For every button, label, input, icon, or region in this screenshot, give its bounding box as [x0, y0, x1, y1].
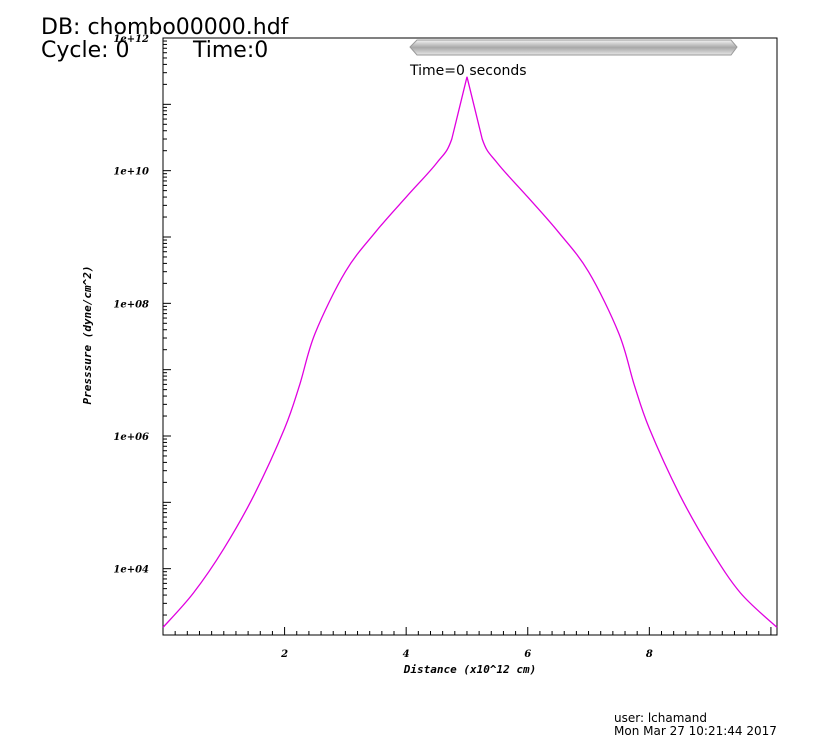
y-tick-label: 1e+10: [113, 167, 149, 178]
time-slider[interactable]: [409, 39, 738, 56]
y-tick-label: 1e+06: [113, 432, 149, 443]
x-tick-label: 8: [646, 649, 653, 660]
x-tick-label: 2: [280, 649, 288, 660]
y-axis-title: Presssure (dyne/cm^2): [81, 265, 94, 404]
user-label: user: lchamand: [614, 711, 707, 725]
time-label: Time:0: [193, 38, 269, 63]
x-tick-label: 4: [403, 649, 410, 660]
y-tick-label: 1e+04: [113, 565, 149, 576]
time-slider-label: Time=0 seconds: [409, 63, 527, 79]
x-tick-label: 6: [524, 649, 531, 660]
y-tick-label: 1e+08: [113, 299, 149, 310]
cycle-label: Cycle: 0: [41, 38, 130, 63]
x-axis-ticks: 2 4 6 8: [162, 627, 772, 660]
database-title: DB: chombo00000.hdf: [41, 15, 289, 40]
plot-frame: [162, 37, 778, 636]
date-label: Mon Mar 27 10:21:44 2017: [614, 724, 777, 738]
x-axis-title: Distance (x10^12 cm): [403, 663, 536, 676]
y-axis-ticks: 1e+04 1e+06 1e+08 1e+10 1e+12: [113, 34, 171, 636]
pressure-series-line: [162, 76, 778, 628]
y-tick-label: 1e+12: [113, 34, 149, 45]
